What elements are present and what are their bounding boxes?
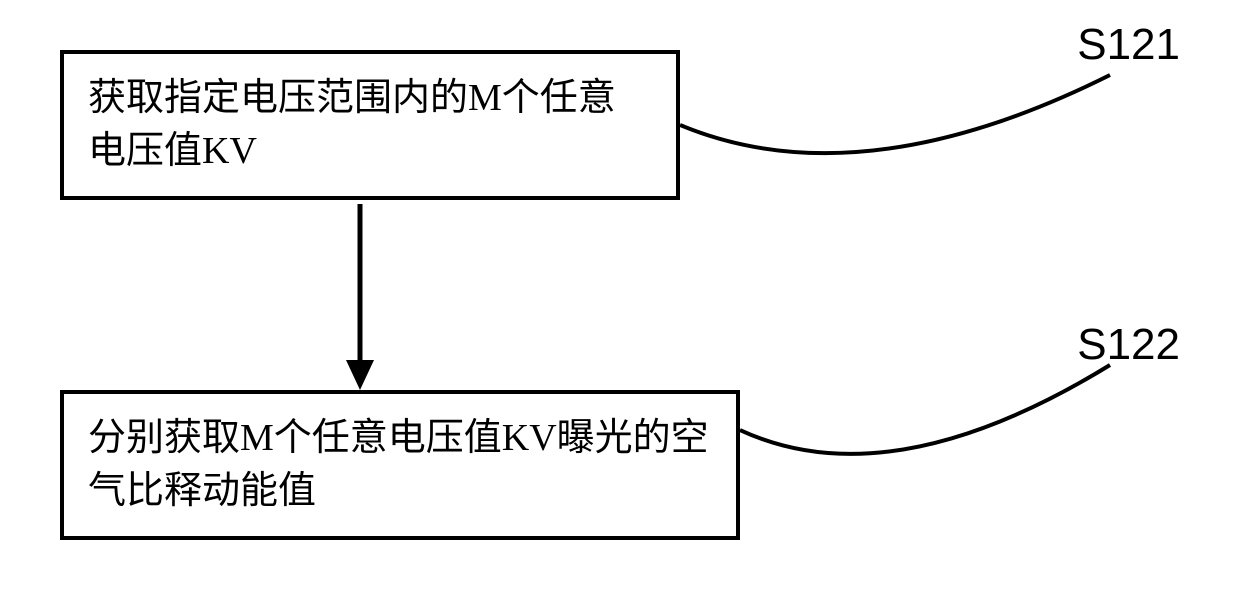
flow-step-1-box: 获取指定电压范围内的M个任意电压值KV — [60, 50, 680, 200]
flow-step-2-text: 分别获取M个任意电压值KV曝光的空气比释动能值 — [88, 412, 712, 518]
flow-step-2-box: 分别获取M个任意电压值KV曝光的空气比释动能值 — [60, 390, 740, 540]
flow-step-1-text: 获取指定电压范围内的M个任意电压值KV — [88, 72, 652, 178]
connector-curve-2 — [740, 360, 1120, 500]
flow-arrow — [340, 204, 380, 390]
flowchart-container: 获取指定电压范围内的M个任意电压值KV S121 分别获取M个任意电压值KV曝光… — [60, 50, 1180, 580]
flow-step-2-label: S122 — [1077, 320, 1180, 370]
flow-step-1-label: S121 — [1077, 20, 1180, 70]
connector-curve-1 — [680, 70, 1120, 200]
